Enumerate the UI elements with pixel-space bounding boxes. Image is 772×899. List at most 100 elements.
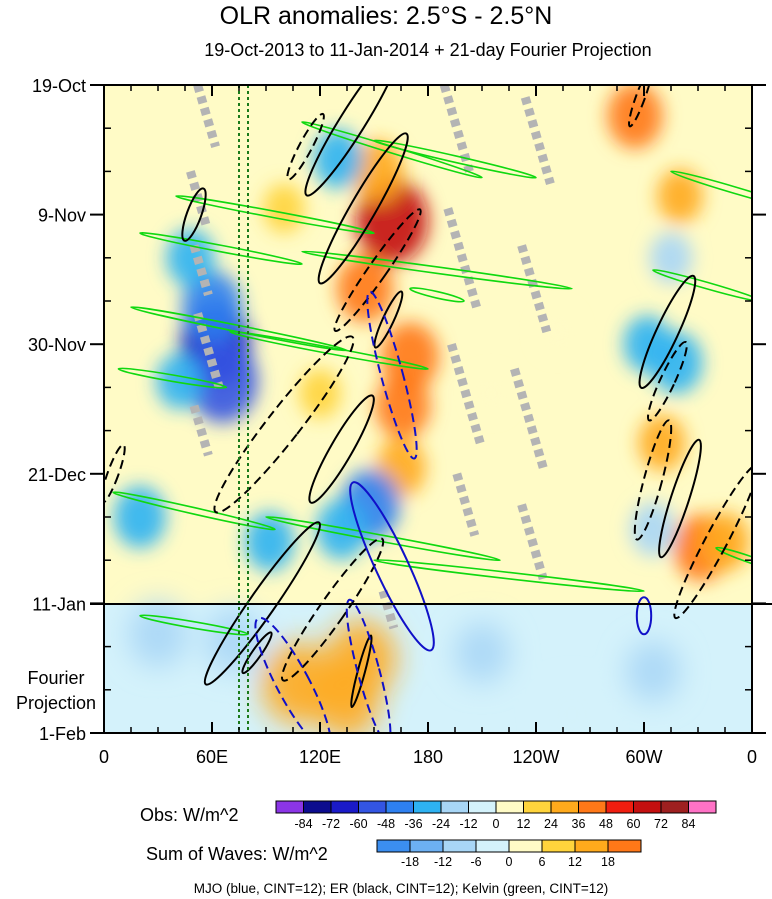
er-contour-16: [104, 443, 126, 504]
waves-colorbar-box-5: [541, 839, 576, 853]
waves-colorbar-label-3: 0: [506, 855, 513, 869]
y-tick-label-1: 9-Nov: [38, 206, 86, 226]
waves-colorbar-label-4: 6: [539, 855, 546, 869]
projection-label-line2: Projection: [16, 693, 96, 713]
x-tick-label-2: 120E: [299, 747, 341, 767]
obs-anomaly-blob-4: [375, 373, 431, 439]
missing-data-streak-3: [193, 312, 224, 389]
obs-anomaly-blob-18: [607, 85, 663, 149]
waves-colorbar-box-6: [574, 839, 609, 853]
obs-anomaly-blob-7: [187, 339, 258, 423]
mjo-contour-2: [254, 616, 332, 733]
obs-anomaly-blob-25: [630, 502, 676, 557]
obs-colorbar-box-2: [330, 800, 359, 814]
reference-longitude-lines: [238, 85, 249, 733]
er-contour-15: [673, 464, 752, 620]
x-tick-label-4: 120W: [512, 747, 559, 767]
missing-data-streak-0: [193, 85, 220, 148]
kelvin-contour-11: [139, 614, 249, 636]
kelvin-contour-14: [715, 546, 752, 574]
obs-colorbar-label-8: 12: [517, 817, 531, 831]
missing-data-streak-6: [439, 85, 474, 173]
obs-colorbar-label-4: -36: [404, 817, 422, 831]
er-contour-11: [638, 274, 697, 389]
obs-colorbar-label-11: 48: [599, 817, 613, 831]
obs-anomaly-blob-28: [474, 373, 508, 414]
waves-colorbar-box-0: [376, 839, 411, 853]
obs-colorbar-label-5: -24: [432, 817, 450, 831]
obs-anomaly-blob-19: [657, 168, 703, 224]
waves-colorbar-box-1: [409, 839, 444, 853]
y-tick-label-5: 1-Feb: [39, 724, 86, 744]
x-tick-label-6: 0: [747, 747, 757, 767]
waves-colorbar-box-7: [607, 839, 642, 853]
missing-data-streak-9: [452, 472, 480, 537]
obs-colorbar-label-0: -84: [294, 817, 312, 831]
missing-data-streak-7: [443, 207, 481, 309]
waves-colorbar-label-2: -6: [470, 855, 481, 869]
obs-colorbar-label-7: 0: [493, 817, 500, 831]
chart-title: OLR anomalies: 2.5°S - 2.5°N: [220, 2, 553, 30]
missing-data-streak-8: [447, 342, 485, 445]
waves-colorbar-box-3: [475, 839, 510, 853]
wave-legend-text: MJO (blue, CINT=12); ER (black, CINT=12)…: [194, 881, 609, 896]
obs-colorbar-box-1: [303, 800, 332, 814]
y-axis: 19-Oct 9-Nov 30-Nov 21-Dec 11-Jan 1-Feb: [28, 76, 766, 744]
er-contour-17: [241, 631, 273, 675]
obs-colorbar-label-3: -48: [377, 817, 395, 831]
obs-anomaly-blob-16: [263, 183, 305, 234]
waves-colorbar: -18 -12 -6 0 6 12 18: [376, 839, 642, 869]
obs-colorbar-box-7: [468, 800, 497, 814]
obs-colorbar-box-13: [633, 800, 662, 814]
x-axis: 0 60E 120E 180 120W 60W 0: [99, 85, 757, 767]
missing-data-streak-13: [517, 503, 548, 580]
mjo-contour-1: [349, 481, 435, 652]
er-contour-7: [203, 521, 321, 686]
projection-blob-2: [314, 665, 380, 733]
waves-colorbar-label-6: 18: [601, 855, 615, 869]
projection-blob-7: [546, 686, 598, 733]
obs-colorbar-box-3: [358, 800, 387, 814]
chart-subtitle: 19-Oct-2013 to 11-Jan-2014 + 21-day Four…: [204, 40, 651, 60]
obs-anomaly-blob-3: [381, 322, 439, 391]
kelvin-wave-layer: [112, 121, 752, 636]
missing-data-streak-1: [186, 170, 211, 229]
missing-data-layer: [186, 85, 555, 630]
obs-colorbar-box-12: [605, 800, 634, 814]
kelvin-contour-7: [117, 367, 228, 389]
obs-colorbar-box-10: [550, 800, 579, 814]
projection-label-line1: Fourier: [27, 668, 84, 688]
obs-colorbar-box-8: [495, 800, 524, 814]
waves-colorbar-label-5: 12: [568, 855, 582, 869]
obs-anomaly-blob-12: [313, 129, 363, 189]
kelvin-contour-4: [301, 250, 573, 290]
obs-colorbar-box-6: [440, 800, 469, 814]
x-tick-label-0: 0: [99, 747, 109, 767]
kelvin-contour-12: [670, 170, 752, 210]
kelvin-contour-1: [373, 139, 537, 179]
obs-colorbar-box-14: [660, 800, 689, 814]
kelvin-contour-2: [175, 195, 375, 235]
missing-data-streak-4: [189, 404, 213, 457]
missing-data-streak-10: [520, 96, 555, 186]
x-tick-label-1: 60E: [196, 747, 228, 767]
obs-colorbar: -84 -72 -60 -48 -36 -24 -12 0 12 24 36 48 60 72 84: [275, 800, 717, 831]
kelvin-contour-15: [409, 287, 465, 303]
mjo-contour-3: [345, 598, 392, 733]
obs-colorbar-label-1: -72: [322, 817, 340, 831]
er-contour-4: [333, 208, 422, 333]
waves-colorbar-box-4: [508, 839, 543, 853]
projection-blob-3: [128, 601, 188, 668]
obs-anomaly-blob-8: [181, 271, 243, 344]
mjo-wave-layer: [254, 290, 653, 733]
er-contour-14: [658, 438, 702, 559]
y-tick-label-0: 19-Oct: [32, 76, 86, 96]
er-contour-3: [317, 132, 409, 285]
obs-anomaly-blob-10: [156, 353, 204, 410]
kelvin-contour-3: [139, 231, 303, 266]
x-tick-label-5: 60W: [625, 747, 662, 767]
obs-anomaly-blob-17: [299, 368, 341, 419]
obs-colorbar-title: Obs: W/m^2: [140, 805, 238, 825]
er-contour-6: [308, 394, 375, 504]
